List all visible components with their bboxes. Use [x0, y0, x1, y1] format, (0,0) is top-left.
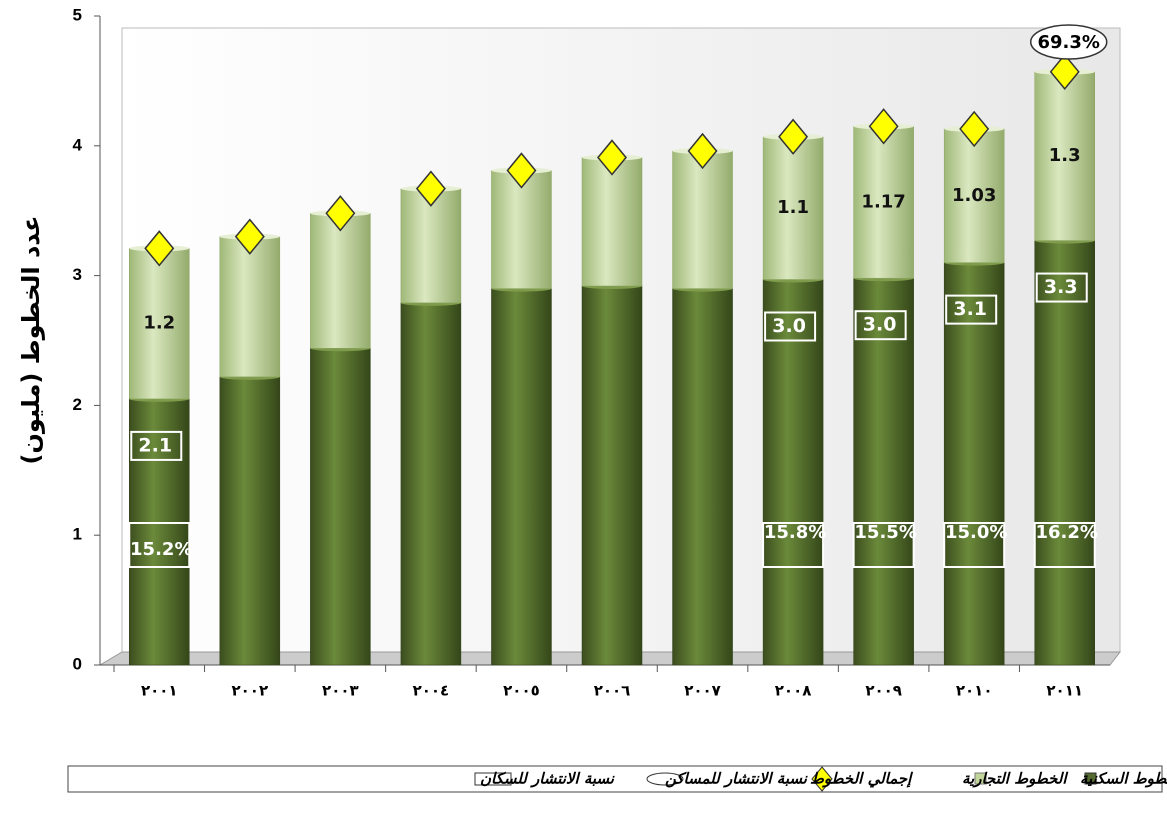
- label-box: [130, 430, 183, 461]
- population-penetration-label: 15.8%: [764, 522, 826, 543]
- legend-label: نسبة الانتشار للمساكن: [665, 770, 808, 788]
- legend-swatch: [646, 772, 684, 786]
- population-penetration-box: [943, 522, 1006, 568]
- total-marker: [959, 110, 990, 148]
- value-label: 1.3: [1049, 145, 1081, 166]
- total-marker: [325, 195, 356, 232]
- household-penetration-label: 69.3%: [1038, 32, 1100, 53]
- x-tick-label: ٢٠٠١: [141, 682, 178, 700]
- value-label: 1.1: [777, 197, 809, 218]
- legend-swatch: [1084, 772, 1097, 785]
- y-tick-label: 5: [73, 5, 82, 24]
- population-penetration-label: 15.5%: [854, 522, 916, 543]
- x-tick-label: ٢٠١٠: [956, 682, 993, 700]
- bar-segment: [762, 136, 824, 280]
- label-box: [764, 311, 817, 342]
- x-tick-label: ٢٠٠٦: [594, 682, 631, 700]
- value-label: 1.17: [861, 191, 905, 212]
- legend-label: الخطوط التجارية: [962, 770, 1068, 788]
- y-tick-label: 4: [73, 135, 83, 154]
- y-tick-label: 0: [73, 654, 82, 673]
- total-marker: [868, 108, 899, 145]
- population-penetration-box: [762, 522, 825, 568]
- legend-swatch: [974, 772, 987, 785]
- x-tick-label: ٢٠٠٨: [775, 682, 812, 700]
- bar-segment: [943, 262, 1005, 666]
- bar-segment: [310, 213, 371, 349]
- bar-segment: [853, 277, 914, 666]
- x-tick-label: ٢٠٠٤: [413, 682, 450, 700]
- population-penetration-box: [852, 522, 915, 568]
- legend-label: الخطوط السكنية: [1080, 770, 1167, 788]
- value-label: 3.3: [1044, 276, 1078, 298]
- value-label: 3.0: [863, 314, 897, 336]
- bar-segment: [672, 288, 733, 666]
- bar-segment: [310, 348, 371, 666]
- bar-segment: [129, 398, 190, 666]
- bar-segment: [943, 128, 1005, 263]
- bar-segment: [581, 285, 643, 666]
- total-marker: [506, 152, 537, 189]
- x-tick-label: ٢٠٠٢: [232, 682, 269, 700]
- value-label: 1.03: [952, 185, 996, 206]
- y-axis-label: عدد الخطوط (مليون): [17, 215, 45, 464]
- household-penetration-box: [1029, 24, 1108, 60]
- label-box: [1035, 272, 1088, 303]
- y-tick-label: 3: [73, 265, 82, 284]
- total-marker: [415, 170, 446, 207]
- bar-segment: [400, 302, 462, 666]
- value-label: 1.2: [143, 313, 175, 334]
- bar-segment: [581, 157, 643, 287]
- bar-segment: [1034, 240, 1095, 666]
- legend-swatch: [811, 766, 833, 792]
- bar-segment: [1034, 71, 1095, 241]
- bar-segment: [219, 376, 281, 666]
- bar-segment: [219, 236, 281, 378]
- x-tick-label: ٢٠٠٧: [684, 682, 721, 700]
- total-marker: [597, 139, 627, 176]
- population-penetration-label: 15.0%: [945, 522, 1007, 543]
- y-tick-label: 1: [73, 525, 82, 544]
- total-marker: [687, 132, 718, 170]
- bar-segment: [400, 188, 462, 304]
- y-tick-label: 2: [73, 395, 82, 414]
- population-penetration-box: [1033, 522, 1096, 568]
- bar-segment: [762, 279, 824, 666]
- bar-segment: [129, 248, 190, 400]
- total-marker: [778, 118, 809, 155]
- population-penetration-box: [128, 522, 191, 568]
- total-marker: [234, 218, 265, 255]
- population-penetration-label: 16.2%: [1036, 522, 1098, 543]
- legend-label: نسبة الانتشار للسكان: [480, 770, 615, 788]
- value-label: 2.1: [138, 434, 172, 456]
- bar-segment: [672, 150, 733, 289]
- bar-segment: [853, 126, 914, 279]
- x-tick-label: ٢٠٠٣: [322, 682, 359, 700]
- label-box: [854, 310, 907, 341]
- total-marker: [1049, 53, 1080, 90]
- label-box: [945, 294, 998, 325]
- value-label: 3.1: [953, 298, 987, 320]
- legend-label: إجمالي الخطوط: [810, 770, 913, 789]
- value-label: 3.0: [772, 315, 806, 337]
- legend-items: الخطوط السكنية الخطوط التجارية إجمالي الخط…: [474, 766, 1167, 792]
- total-marker: [144, 230, 175, 267]
- bar-segment: [491, 170, 552, 289]
- x-tick-label: ٢٠٠٥: [503, 682, 540, 700]
- legend-swatch: [474, 772, 512, 786]
- x-tick-label: ٢٠٠٩: [865, 682, 902, 700]
- bar-segment: [491, 288, 552, 666]
- x-tick-label: ٢٠١١: [1046, 682, 1083, 700]
- population-penetration-label: 15.2%: [130, 539, 192, 560]
